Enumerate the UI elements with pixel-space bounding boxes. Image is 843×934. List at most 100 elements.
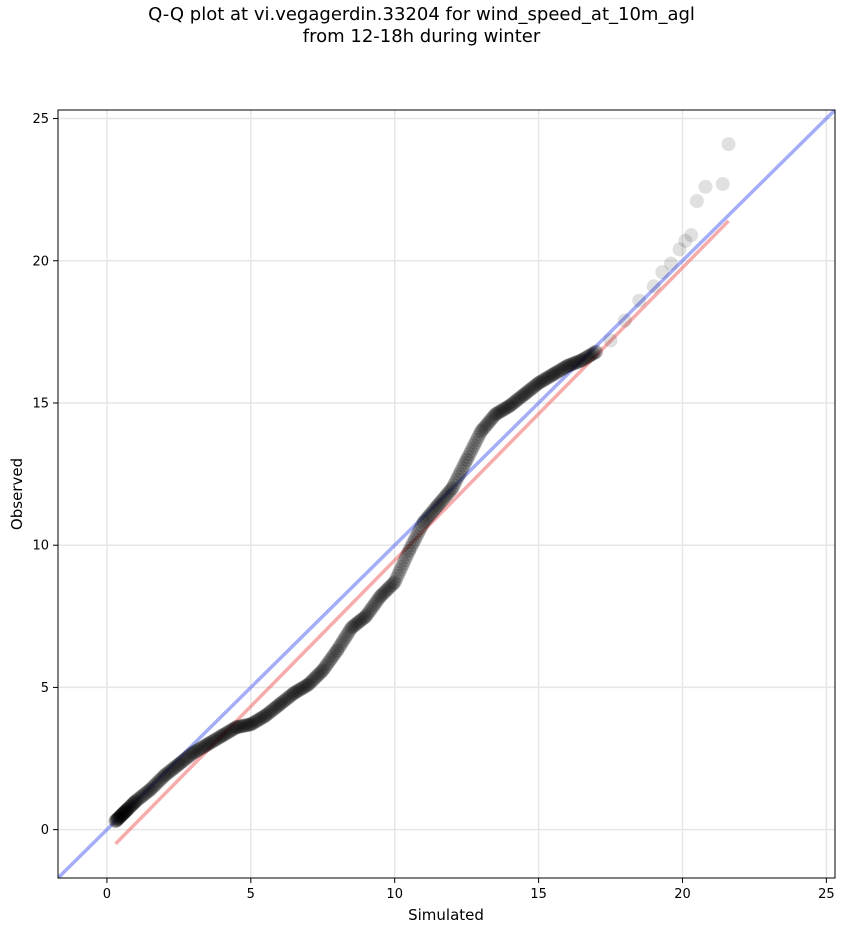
qq-point [219, 726, 234, 741]
qq-point [285, 687, 300, 702]
qq-point [502, 398, 517, 413]
qq-point [229, 720, 244, 735]
qq-point [458, 455, 473, 470]
qq-point [489, 406, 504, 421]
qq-point [263, 704, 278, 719]
qq-point [439, 488, 454, 503]
qq-point [544, 368, 559, 383]
qq-point [557, 360, 572, 375]
qq-point [357, 610, 372, 625]
qq-point [150, 775, 165, 790]
qq-point [235, 719, 250, 734]
qq-point [240, 717, 255, 732]
qq-point [116, 806, 131, 821]
qq-point [427, 501, 442, 516]
qq-point [261, 706, 276, 721]
qq-point [226, 721, 241, 736]
qq-point [507, 395, 522, 410]
qq-point [322, 653, 337, 668]
qq-point [297, 680, 312, 695]
qq-point [379, 583, 394, 598]
qq-point [310, 669, 324, 684]
qq-point [291, 683, 306, 698]
qq-point [488, 407, 503, 422]
qq-point [541, 370, 556, 385]
qq-point [249, 713, 264, 728]
qq-point [186, 745, 201, 760]
qq-point [225, 722, 240, 737]
qq-point [471, 430, 486, 445]
qq-point [570, 355, 585, 370]
qq-point [426, 503, 441, 518]
qq-point [400, 547, 415, 562]
qq-point [476, 421, 491, 436]
qq-point [449, 472, 464, 487]
qq-point [501, 399, 516, 414]
qq-point [535, 373, 550, 388]
identity-line [58, 110, 835, 878]
qq-point [354, 612, 369, 627]
qq-point [109, 813, 124, 828]
qq-point [109, 812, 124, 827]
qq-point [117, 805, 132, 820]
qq-point [337, 632, 352, 647]
qq-point [525, 380, 540, 395]
qq-point [663, 256, 678, 271]
qq-point [377, 585, 392, 600]
chart-title-line-2: from 12-18h during winter [302, 26, 541, 47]
qq-point [256, 709, 271, 724]
qq-point [481, 415, 496, 430]
qq-point [433, 494, 448, 509]
qq-point [416, 515, 431, 530]
qq-point [482, 414, 497, 429]
qq-point [160, 766, 175, 781]
qq-point [114, 808, 129, 823]
qq-point [423, 506, 438, 521]
qq-point [456, 458, 471, 473]
qq-point [356, 611, 371, 626]
qq-point [485, 410, 500, 425]
qq-point [151, 774, 166, 789]
qq-point [698, 179, 713, 194]
qq-point [124, 798, 139, 813]
qq-point [603, 333, 618, 348]
qq-point [420, 510, 435, 525]
qq-point [341, 625, 356, 640]
qq-point [253, 711, 268, 726]
qq-point [358, 609, 373, 624]
qq-point [222, 724, 237, 739]
qq-point [370, 593, 385, 608]
qq-point [209, 732, 224, 747]
qq-point [115, 807, 130, 822]
qq-point [448, 475, 463, 490]
qq-point [202, 736, 217, 751]
qq-point [367, 597, 382, 612]
qq-point [380, 582, 395, 597]
qq-point [520, 385, 535, 400]
qq-point [583, 348, 598, 363]
qq-point [419, 512, 434, 527]
qq-point [548, 365, 563, 380]
qq-point [404, 538, 419, 553]
qq-point [344, 620, 359, 635]
qq-point [331, 641, 346, 656]
qq-point [119, 803, 134, 818]
qq-point [390, 568, 405, 583]
qq-point [174, 754, 189, 769]
qq-point [157, 768, 172, 783]
qq-point [393, 562, 408, 577]
qq-point [534, 374, 549, 389]
qq-point [394, 559, 409, 574]
qq-point [265, 703, 280, 718]
qq-point [402, 543, 417, 558]
qq-point [498, 401, 513, 416]
qq-point [353, 613, 368, 628]
qq-point [558, 359, 573, 374]
qq-point [383, 579, 398, 594]
qq-point [469, 432, 484, 447]
qq-point [317, 661, 332, 676]
qq-point [112, 810, 127, 825]
qq-point [672, 242, 687, 257]
qq-point [684, 228, 699, 243]
qq-point [127, 795, 142, 810]
